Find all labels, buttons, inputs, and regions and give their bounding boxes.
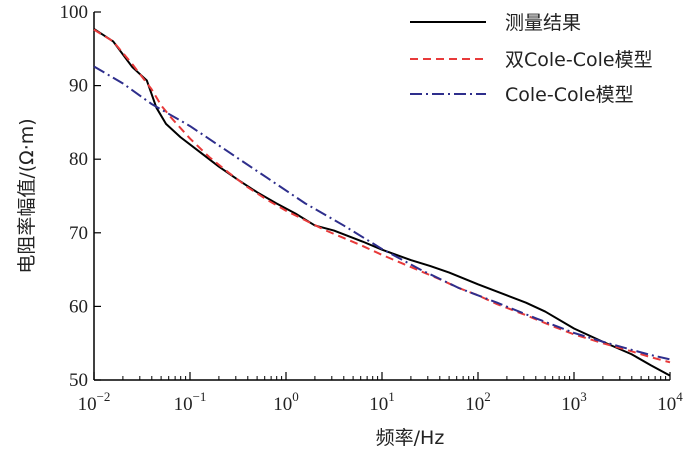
x-tick-label: 101 [369,389,395,415]
series-double-cole-line [93,28,671,364]
series-cole-line [93,65,671,361]
series-measured-line [93,28,671,377]
y-tick-label: 100 [60,2,89,23]
x-tick-label: 103 [561,389,587,415]
y-tick-label: 70 [69,223,88,244]
x-tick-label: 10−2 [78,389,111,415]
x-tick-label: 10−1 [174,389,207,415]
x-axis-ticks: 10−2 10−1 100 101 102 103 104 [78,372,683,415]
legend-label-cole: Cole-Cole模型 [505,84,634,106]
legend-label-measured: 测量结果 [505,12,581,34]
series-layer [93,28,671,377]
x-tick-label: 102 [465,389,491,415]
y-axis-ticks: 50 60 70 80 90 100 [60,2,101,391]
x-axis-title: 频率/Hz [376,427,445,449]
x-tick-label: 100 [273,389,299,415]
y-tick-label: 50 [69,370,88,391]
y-tick-label: 80 [69,149,88,170]
x-tick-label: 104 [657,389,683,415]
y-axis-title: 电阻率幅值/(Ω·m) [16,118,38,273]
y-tick-label: 60 [69,296,88,317]
legend: 测量结果 双Cole-Cole模型 Cole-Cole模型 [410,12,653,106]
legend-label-double-cole: 双Cole-Cole模型 [505,49,653,71]
y-tick-label: 90 [69,76,88,97]
